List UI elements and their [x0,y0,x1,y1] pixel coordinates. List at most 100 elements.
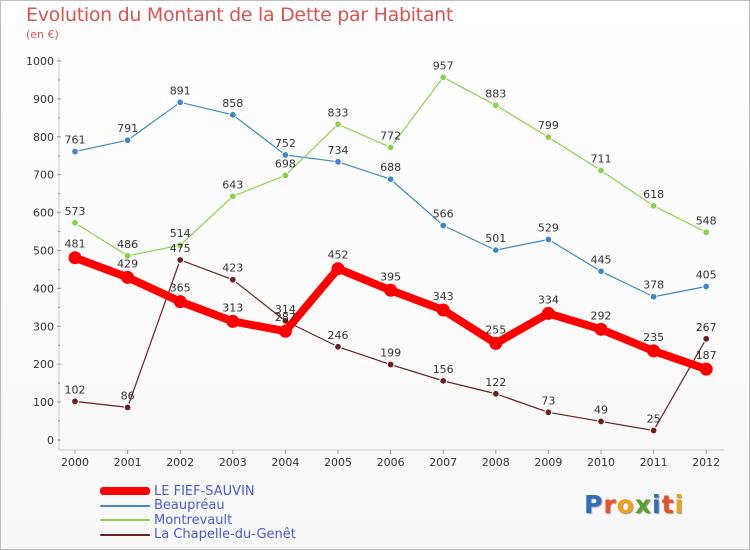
data-point [699,362,713,376]
legend-item: Beaupréau [100,498,296,514]
data-point [123,136,132,145]
data-point [702,334,711,343]
data-label: 734 [328,144,349,157]
data-point [491,246,500,255]
data-label: 761 [65,134,86,147]
data-point [68,251,82,265]
data-point [647,344,661,358]
data-point [702,282,711,291]
data-label: 481 [65,238,86,251]
data-label: 49 [594,403,608,416]
data-point [439,376,448,385]
data-label: 891 [170,84,191,97]
data-label: 423 [222,262,243,275]
data-label: 688 [380,161,401,174]
x-tick-label: 2004 [271,456,299,469]
data-label: 102 [65,383,86,396]
data-point [436,303,450,317]
data-label: 858 [222,97,243,110]
data-label: 833 [328,106,349,119]
data-point [121,270,135,284]
data-label: 334 [538,293,559,306]
data-label: 365 [170,282,191,295]
data-point [386,360,395,369]
data-label: 405 [696,269,717,282]
x-tick-label: 2005 [324,456,352,469]
data-point [228,275,237,284]
data-label: 643 [222,178,243,191]
data-label: 486 [117,238,138,251]
legend-swatch [100,533,150,536]
data-label: 313 [222,301,243,314]
data-label: 698 [275,157,296,170]
proxiti-logo: Proxiti [584,490,685,519]
legend-swatch [100,487,150,496]
data-label: 235 [643,331,664,344]
data-point [334,342,342,351]
legend-swatch [100,504,150,507]
data-label: 799 [538,119,559,132]
legend-item: La Chapelle-du-Genêt [100,527,296,542]
y-tick-label: 0 [47,434,54,447]
data-point [386,143,395,152]
data-point [123,403,132,412]
data-label: 791 [117,122,138,135]
y-tick-label: 100 [33,396,54,409]
data-point [173,295,187,309]
x-tick-label: 2011 [640,456,668,469]
data-point [702,228,711,237]
data-label: 429 [117,257,138,270]
data-label: 475 [170,242,191,255]
data-label: 267 [696,321,717,334]
data-label: 255 [485,323,506,336]
y-tick-label: 200 [33,358,54,371]
x-tick-label: 2012 [692,456,720,469]
data-label: 752 [275,137,296,150]
data-point [281,151,290,159]
data-label: 573 [65,205,86,218]
x-tick-label: 2009 [534,456,562,469]
data-point [597,417,605,426]
legend-swatch [100,519,150,522]
data-point [176,241,185,250]
x-tick-label: 2001 [114,456,142,469]
x-tick-label: 2010 [587,456,615,469]
data-label: 772 [380,129,401,142]
data-label: 501 [485,232,506,245]
data-point [544,408,553,417]
legend-label: Beaupréau [154,498,225,514]
legend-item: Montrevault [100,513,296,528]
y-tick-label: 300 [33,320,54,333]
data-point [228,110,237,119]
data-point [384,283,398,297]
x-tick-label: 2008 [482,456,510,469]
data-point [226,314,240,328]
data-label: 378 [643,279,664,292]
data-point [439,221,448,230]
data-point [649,292,658,301]
data-point [544,235,553,244]
data-label: 452 [328,249,349,262]
data-label: 156 [433,363,454,376]
data-label: 86 [121,389,135,402]
data-label: 618 [643,188,664,201]
data-label: 957 [433,59,454,72]
data-point [71,397,79,406]
chart-legend: LE FIEF-SAUVIN Beaupréau Montrevault La Cha… [100,484,296,542]
data-label: 287 [275,311,296,324]
y-tick-label: 800 [33,131,54,144]
data-label: 395 [380,270,401,283]
chart-subtitle: (en €) [26,28,59,41]
data-label: 199 [380,347,401,360]
data-point [594,322,608,336]
x-tick-label: 2006 [377,456,405,469]
data-point [541,306,555,320]
data-point [71,147,79,156]
data-point [71,218,79,227]
data-label: 25 [647,413,661,426]
y-tick-label: 600 [33,207,54,220]
data-label: 529 [538,222,559,235]
data-point [491,389,500,398]
x-tick-label: 2007 [429,456,457,469]
data-label: 548 [696,214,717,227]
